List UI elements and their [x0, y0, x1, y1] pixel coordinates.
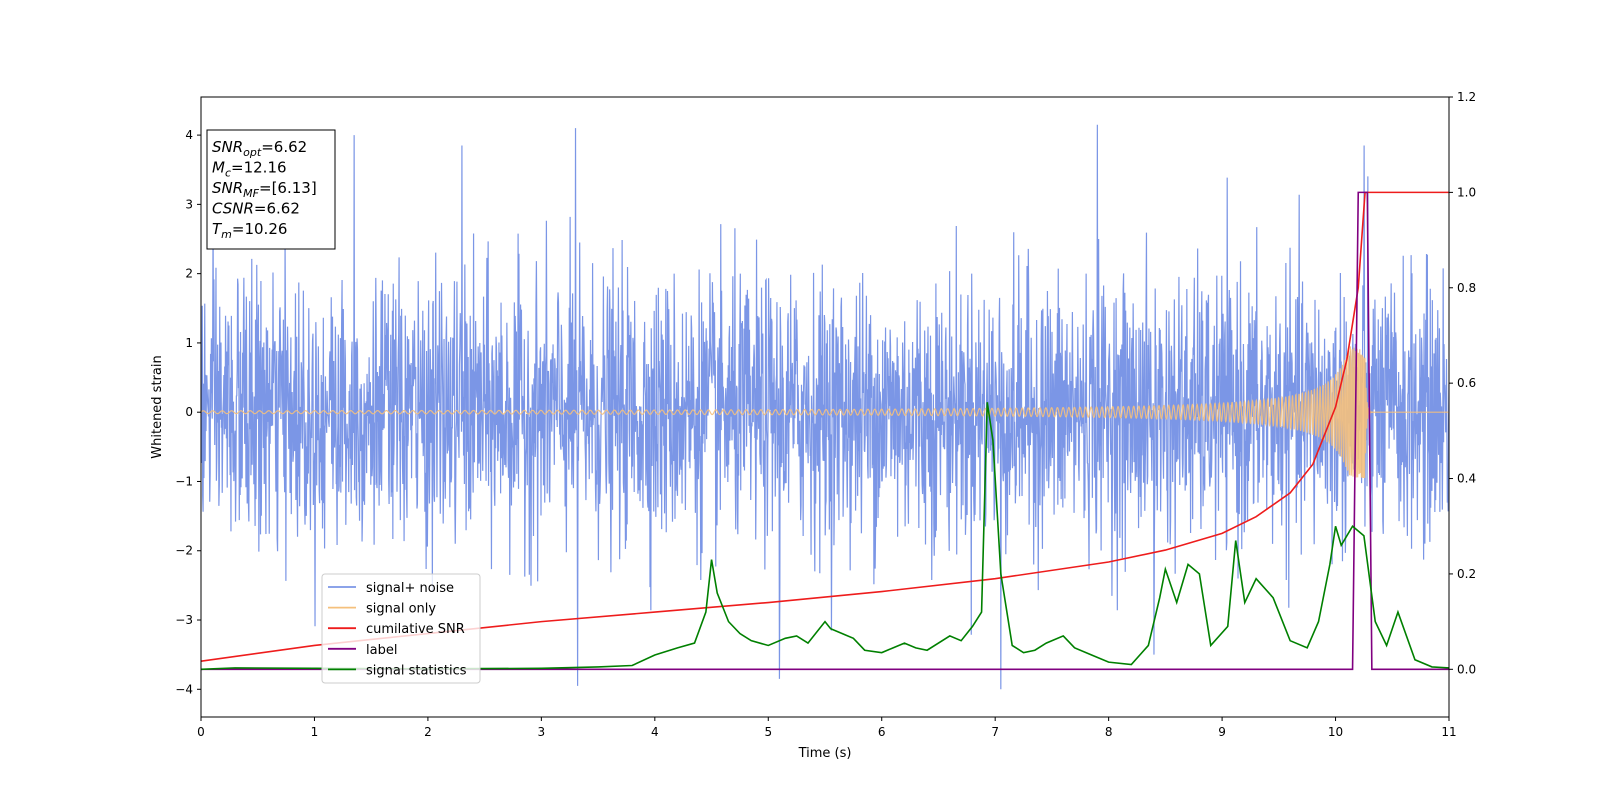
x-tick-label: 7 — [991, 725, 999, 739]
annotation-line: CSNR=6.62 — [212, 200, 300, 218]
legend: signal+ noise signal only cumilative SNR la… — [321, 573, 481, 684]
x-axis-label: Time (s) — [798, 746, 852, 761]
x-tick-label: 0 — [197, 725, 205, 739]
y-left-tick-label: 0 — [185, 405, 193, 419]
annotation-symbol: SNR — [212, 138, 243, 156]
annotation-symbol: CSNR — [212, 200, 254, 218]
x-tick-label: 5 — [764, 725, 772, 739]
y-left-tick-label: 3 — [185, 197, 193, 211]
annotation-box-frame — [206, 129, 336, 250]
annotation-symbol: T — [212, 220, 223, 238]
y-left-tick-label: 2 — [185, 267, 193, 281]
y-right-tick-label: 0.0 — [1457, 662, 1476, 676]
annotation-value: =10.26 — [232, 220, 288, 238]
y-left-tick-label: −3 — [175, 613, 193, 627]
series-line-signal-only — [201, 346, 1449, 479]
y-right-tick-label: 0.6 — [1457, 376, 1476, 390]
annotation-symbol: SNR — [212, 179, 243, 197]
annotation-line: SNRMF=[6.13] — [212, 179, 317, 200]
y-axis-label: Whitened strain — [150, 355, 165, 458]
annotation-line: Mc=12.16 — [212, 159, 287, 180]
series-line-signal-noise — [201, 124, 1449, 690]
y-left-tick-label: −1 — [175, 474, 193, 488]
x-tick-label: 1 — [311, 725, 319, 739]
series-line-signal-statistics — [201, 402, 1449, 671]
y-left-tick-label: −2 — [175, 544, 193, 558]
y-left-tick-label: 4 — [185, 128, 193, 142]
annotation-value: =12.16 — [231, 159, 287, 177]
annotation-symbol: M — [212, 159, 225, 177]
legend-frame — [321, 573, 481, 684]
annotation-value: =[6.13] — [259, 179, 317, 197]
x-tick-label: 11 — [1441, 725, 1456, 739]
series-line-cumulative-snr — [201, 191, 1449, 662]
annotation-subscript: MF — [243, 187, 259, 200]
y-right-tick-label: 1.2 — [1457, 90, 1476, 104]
x-tick-label: 6 — [878, 725, 886, 739]
x-tick-label: 4 — [651, 725, 659, 739]
annotation-subscript: c — [225, 167, 231, 180]
x-axis: 0 1 2 3 4 5 6 7 8 9 10 11 — [197, 717, 1457, 739]
y-right-tick-label: 0.2 — [1457, 567, 1476, 581]
x-tick-label: 8 — [1105, 725, 1113, 739]
y-right-tick-label: 1.0 — [1457, 185, 1476, 199]
y-right-tick-label: 0.4 — [1457, 472, 1476, 486]
x-tick-label: 10 — [1328, 725, 1343, 739]
annotation-box: SNRopt=6.62Mc=12.16SNRMF=[6.13]CSNR=6.62… — [206, 129, 336, 250]
legend-label: signal only — [366, 602, 436, 617]
y-axis-right: 0.0 0.2 0.4 0.6 0.8 1.0 1.2 — [1449, 90, 1476, 676]
legend-label: label — [366, 643, 397, 658]
series-line-label — [201, 191, 1449, 671]
y-right-tick-label: 0.8 — [1457, 281, 1476, 295]
annotation-value: =6.62 — [254, 200, 300, 218]
x-tick-label: 3 — [538, 725, 546, 739]
annotation-subscript: m — [221, 228, 232, 241]
y-left-tick-label: 1 — [185, 336, 193, 350]
x-tick-label: 9 — [1218, 725, 1226, 739]
y-axis-left: −4 −3 −2 −1 0 1 2 3 4 — [175, 128, 201, 696]
annotation-subscript: opt — [243, 146, 262, 159]
legend-label: cumilative SNR — [366, 622, 465, 637]
annotation-line: Tm=10.26 — [212, 220, 287, 241]
annotation-value: =6.62 — [261, 138, 307, 156]
plot-frame — [200, 96, 1450, 718]
series-layer — [201, 124, 1449, 690]
annotation-line: SNRopt=6.62 — [212, 138, 307, 159]
legend-label: signal+ noise — [366, 581, 454, 596]
y-left-tick-label: −4 — [175, 682, 193, 696]
x-tick-label: 2 — [424, 725, 432, 739]
legend-label: signal statistics — [366, 663, 467, 678]
